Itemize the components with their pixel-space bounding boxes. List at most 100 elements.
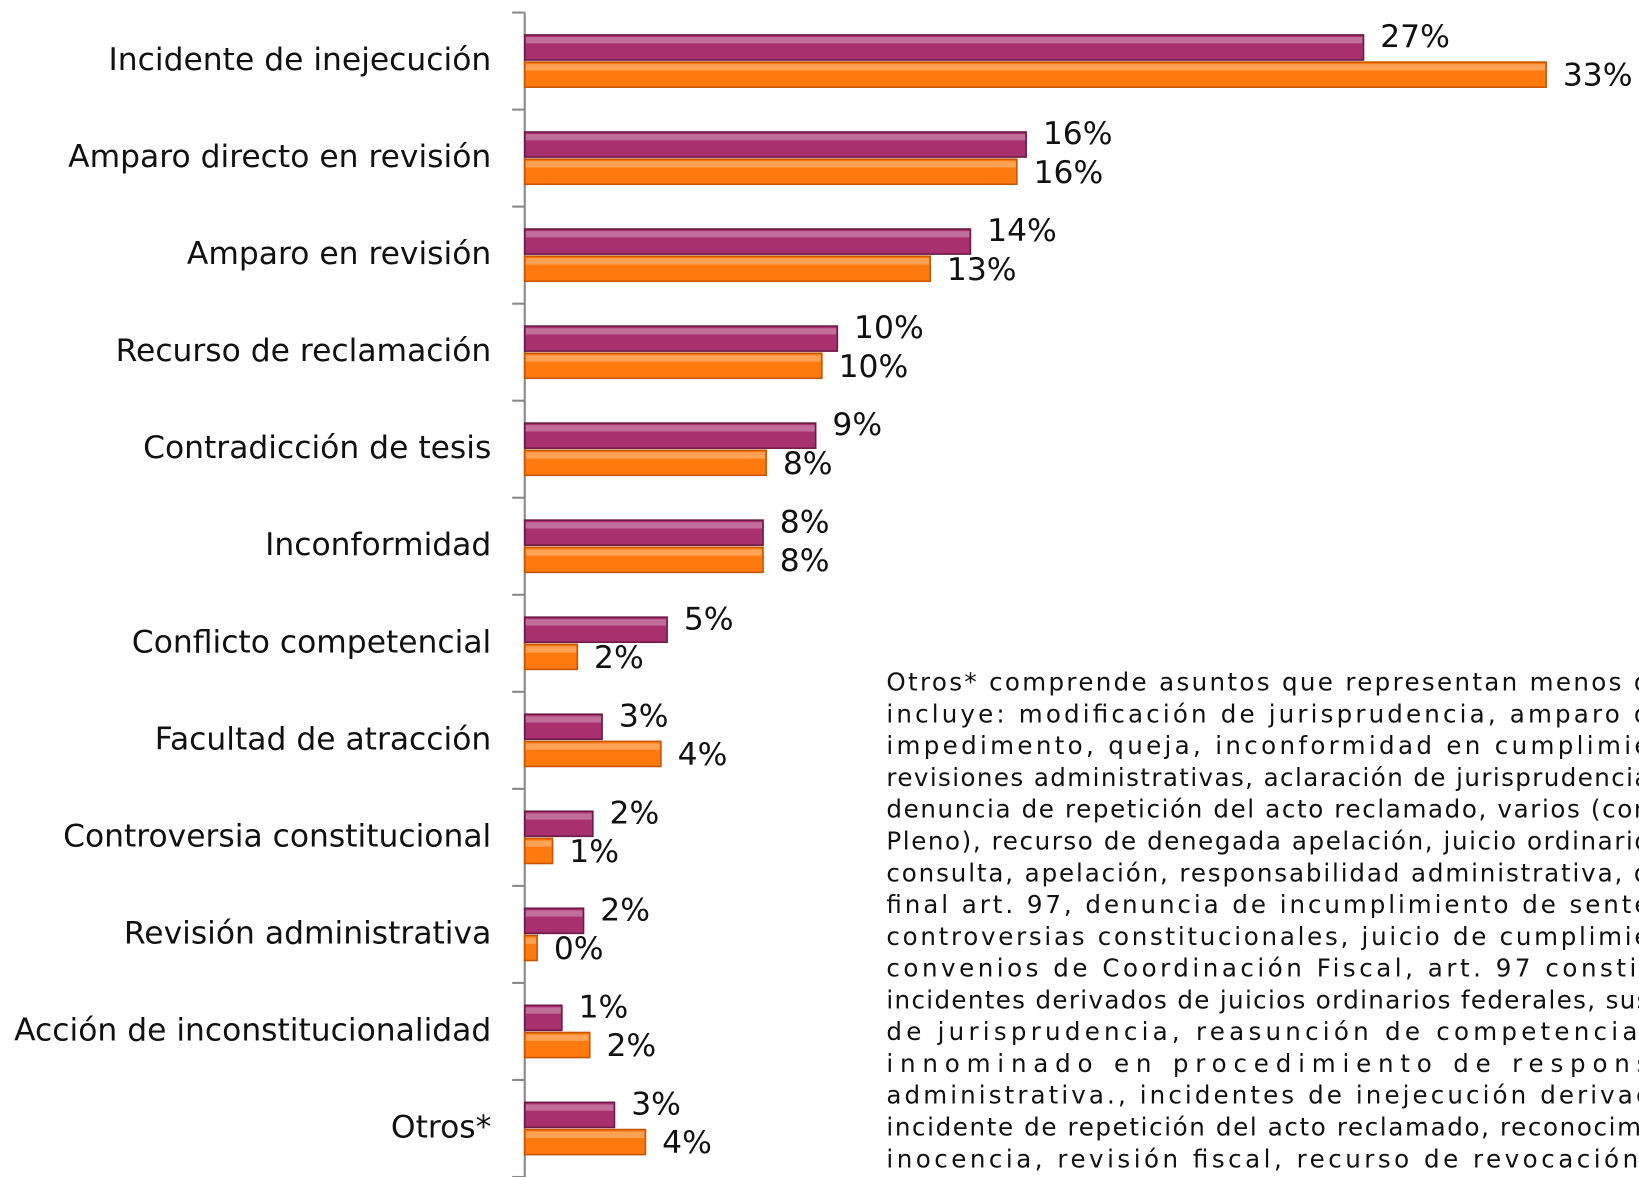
- bar: [523, 546, 764, 574]
- bar-highlight: [525, 549, 763, 556]
- bar-highlight: [525, 743, 660, 750]
- data-label: 2%: [600, 892, 650, 928]
- bar-highlight: [525, 813, 592, 820]
- bar: [523, 61, 1547, 88]
- data-label: 10%: [854, 310, 924, 346]
- data-label: 16%: [1043, 116, 1113, 152]
- data-label: 1%: [569, 834, 619, 870]
- bar: [523, 255, 931, 283]
- y-tick-label: Amparo en revisión: [187, 236, 491, 272]
- y-tick-label: Conflicto competencial: [132, 624, 491, 660]
- data-label: 1%: [579, 989, 629, 1025]
- annotation-line: denuncia de repetición del acto reclamad…: [886, 795, 1639, 824]
- bar-highlight: [525, 231, 970, 238]
- data-label: 16%: [1034, 155, 1104, 191]
- annotation-line: revisiones administrativas, aclaración d…: [886, 763, 1639, 792]
- bar: [523, 228, 972, 255]
- y-tick-label: Facultad de atracción: [155, 721, 491, 757]
- data-label: 2%: [606, 1028, 656, 1064]
- data-label: 33%: [1563, 58, 1633, 94]
- bar-highlight: [525, 522, 763, 529]
- bar: [523, 934, 538, 962]
- annotation-line: controversias constitucionales, juicio d…: [886, 922, 1639, 951]
- annotation-line: impedimento, queja, inconformidad en cum…: [886, 731, 1639, 760]
- bar-highlight: [525, 1034, 589, 1041]
- annotation-line: de jurisprudencia, reasunción de compete…: [886, 1017, 1639, 1046]
- annotation-line: final art. 97, denuncia de incumplimient…: [886, 890, 1639, 919]
- bar: [523, 422, 817, 449]
- bar: [523, 1128, 647, 1156]
- data-label: 0%: [554, 931, 604, 967]
- bar: [523, 449, 767, 477]
- annotation-line: incluye: modificación de jurisprudencia,…: [886, 699, 1639, 728]
- data-label: 3%: [619, 698, 669, 734]
- bar-highlight: [525, 64, 1546, 71]
- data-label: 13%: [947, 252, 1017, 288]
- data-label: 3%: [631, 1086, 681, 1122]
- y-tick-label: Incidente de inejecución: [109, 42, 492, 78]
- bar-highlight: [525, 452, 766, 459]
- data-label: 5%: [684, 601, 734, 637]
- bar-highlight: [525, 258, 930, 265]
- bar: [523, 907, 585, 935]
- bar: [523, 810, 594, 838]
- bar: [523, 837, 554, 865]
- bar-highlight: [525, 1104, 614, 1111]
- bar: [523, 1101, 616, 1129]
- data-label: 4%: [662, 1125, 712, 1161]
- data-label: 27%: [1380, 19, 1450, 55]
- annotation-line: Pleno), recurso de denegada apelación, j…: [886, 827, 1639, 856]
- bar-highlight: [525, 37, 1363, 44]
- data-label: 2%: [594, 640, 644, 676]
- data-label: 8%: [783, 446, 833, 482]
- y-tick-label: Revisión administrativa: [124, 915, 491, 951]
- bar-highlight: [525, 355, 821, 362]
- bar: [523, 325, 839, 352]
- bar: [523, 352, 823, 380]
- bar-highlight: [525, 937, 537, 944]
- bar-highlight: [525, 1007, 561, 1014]
- bar: [523, 158, 1018, 186]
- bar: [523, 616, 668, 644]
- annotation-line: incidentes derivados de juicios ordinari…: [886, 985, 1639, 1014]
- bar: [523, 1031, 591, 1059]
- bar: [523, 740, 662, 768]
- bar: [523, 131, 1027, 158]
- y-tick-label: Contradicción de tesis: [143, 430, 491, 466]
- bar: [523, 34, 1365, 61]
- annotation-line: innominado en procedimiento de respons: [886, 1049, 1639, 1078]
- data-label: 9%: [832, 407, 882, 443]
- annotation-line: inocencia, revisión fiscal, recurso de r…: [886, 1144, 1639, 1173]
- bar-highlight: [525, 840, 552, 847]
- bar-highlight: [525, 1131, 645, 1138]
- data-label: 8%: [780, 543, 830, 579]
- bar: [523, 643, 579, 671]
- annotation-line: consulta, apelación, responsabilidad adm…: [886, 858, 1639, 887]
- bar: [523, 519, 764, 546]
- y-tick-label: Inconformidad: [265, 527, 491, 563]
- bar: [523, 1004, 563, 1032]
- bar-highlight: [525, 134, 1026, 141]
- bar-highlight: [525, 716, 602, 723]
- annotation-line: convenios de Coordinación Fiscal, art. 9…: [886, 954, 1639, 983]
- y-tick-label: Amparo directo en revisión: [68, 139, 491, 175]
- bar-highlight: [525, 910, 583, 917]
- bar-highlight: [525, 619, 667, 626]
- annotation-line: Otros* comprende asuntos que representan…: [886, 668, 1639, 697]
- y-tick-label: Acción de inconstitucionalidad: [14, 1012, 491, 1048]
- bar-highlight: [525, 425, 815, 432]
- data-label: 2%: [610, 795, 660, 831]
- bar-highlight: [525, 161, 1016, 168]
- data-label: 4%: [678, 737, 728, 773]
- bar-highlight: [525, 646, 577, 653]
- annotation-line: incidente de repetición del acto reclama…: [886, 1112, 1639, 1141]
- data-label: 8%: [780, 504, 830, 540]
- y-tick-label: Controversia constitucional: [63, 818, 491, 854]
- bar-highlight: [525, 328, 837, 335]
- data-label: 14%: [987, 213, 1057, 249]
- annotation-line: administrativa., incidentes de inejecuci…: [886, 1081, 1639, 1110]
- y-tick-label: Otros*: [391, 1109, 491, 1145]
- bar: [523, 713, 603, 741]
- y-tick-label: Recurso de reclamación: [116, 333, 492, 369]
